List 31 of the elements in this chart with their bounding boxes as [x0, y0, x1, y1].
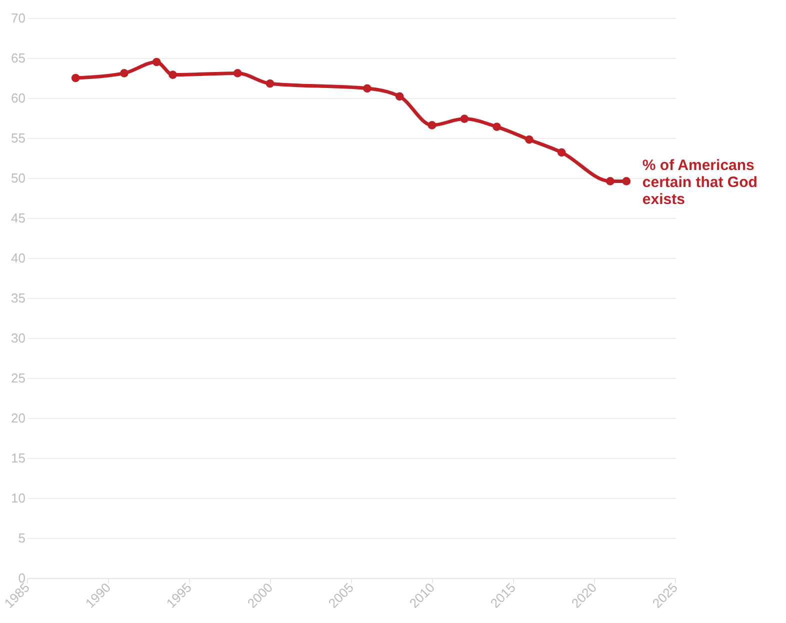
point [606, 177, 614, 186]
y-tick-label: 25 [11, 370, 26, 386]
point [363, 84, 372, 93]
y-tick-label: 15 [11, 450, 26, 466]
y-tick-label: 0 [18, 570, 26, 586]
point [557, 148, 566, 157]
point [492, 122, 501, 131]
y-tick-label: 10 [11, 490, 26, 506]
point [428, 121, 436, 130]
point [168, 70, 177, 79]
y-tick-label: 20 [11, 410, 26, 426]
point [460, 114, 469, 123]
point [525, 135, 534, 144]
y-tick-label: 40 [11, 250, 26, 266]
y-tick-label: 45 [11, 210, 26, 226]
y-tick-label: 60 [11, 90, 26, 106]
point [233, 69, 242, 78]
point [152, 58, 161, 66]
series-label: % of Americans certain that God exists [642, 157, 758, 208]
y-tick-label: 55 [11, 130, 26, 146]
y-tick-label: 35 [11, 290, 26, 306]
point [266, 79, 274, 88]
y-tick-label: 70 [11, 10, 26, 26]
point [395, 92, 404, 101]
point [71, 74, 80, 82]
y-tick-label: 50 [11, 170, 26, 186]
y-tick-label: 65 [11, 50, 26, 66]
point [622, 177, 631, 186]
point [120, 69, 128, 78]
y-tick-label: 30 [11, 330, 26, 346]
y-tick-label: 5 [18, 530, 26, 546]
